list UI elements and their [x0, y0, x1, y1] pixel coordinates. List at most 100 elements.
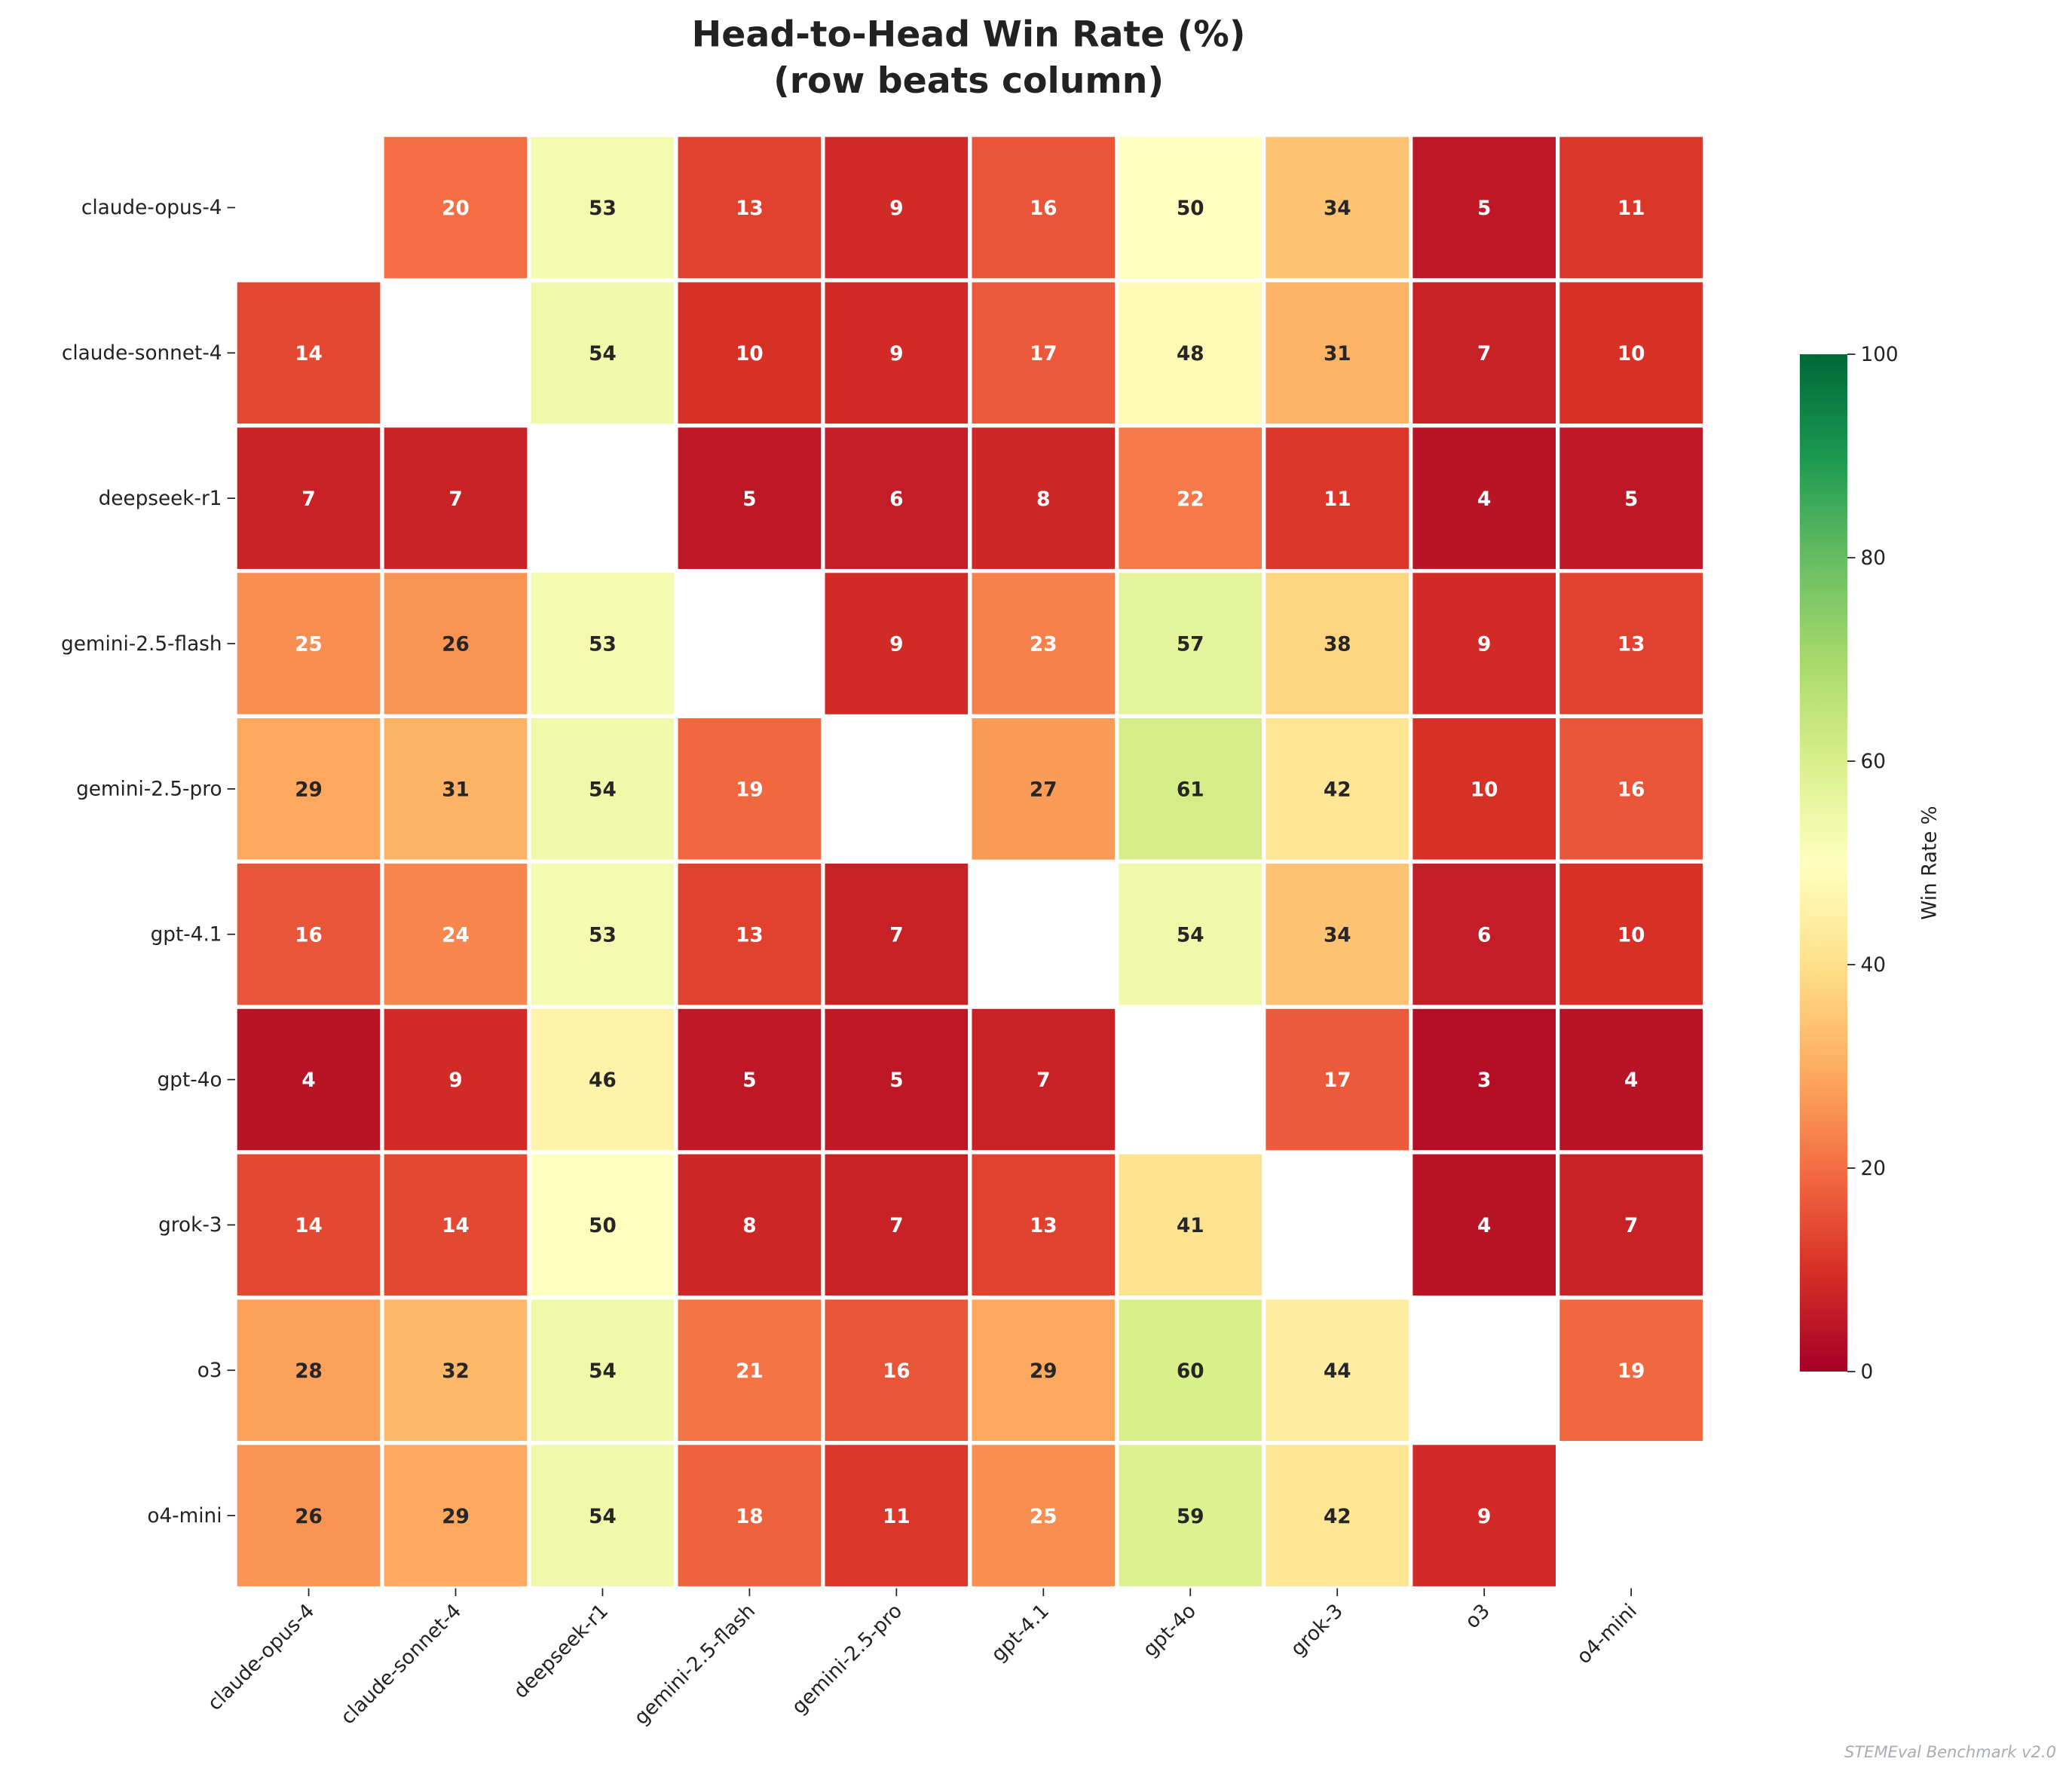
heatmap-cell: [821, 859, 972, 1009]
cell-value-label: 26: [295, 1506, 323, 1528]
cell-value-label: 42: [1324, 1506, 1351, 1528]
cell-value-label: 53: [589, 924, 617, 947]
cell-value-label: 7: [1036, 1069, 1050, 1092]
cell-value-label: 41: [1177, 1215, 1204, 1237]
cell-value-label: 13: [736, 197, 764, 220]
cell-value-label: 4: [301, 1069, 315, 1092]
heatmap-cell: [1556, 1295, 1707, 1445]
heatmap-cell: [233, 424, 384, 573]
cell-value-label: 28: [295, 1360, 323, 1383]
cell-value-label: 13: [736, 924, 764, 947]
heatmap-cell: [527, 568, 678, 719]
chart-subtitle: (row beats column): [773, 60, 1164, 102]
cell-value-label: 10: [736, 343, 764, 365]
heatmap-cell: [1262, 1441, 1413, 1591]
colorbar-gradient: [1799, 354, 1847, 1372]
cell-value-label: 4: [1624, 1069, 1638, 1092]
cell-value-label: 16: [1030, 197, 1057, 220]
heatmap-cell: [821, 1150, 972, 1300]
heatmap-cell: [1115, 1441, 1266, 1591]
heatmap-cell: [1409, 859, 1560, 1009]
colorbar-tick-label: 20: [1860, 1158, 1885, 1180]
cell-value-label: 19: [1618, 1360, 1645, 1383]
heatmap-cell: [1556, 568, 1707, 719]
cell-value-label: 59: [1177, 1506, 1204, 1528]
heatmap-cell: [233, 568, 384, 719]
row-tick-label: grok-3: [158, 1214, 222, 1237]
cell-value-label: 23: [1030, 634, 1057, 656]
column-tick-label: gpt-4.1: [987, 1600, 1054, 1666]
cell-value-label: 3: [1477, 1069, 1491, 1092]
cell-value-label: 46: [589, 1069, 617, 1092]
heatmap-cell: [821, 1295, 972, 1445]
cell-value-label: 29: [295, 779, 323, 802]
cell-value-label: 34: [1324, 197, 1351, 220]
cell-value-label: 4: [1477, 488, 1491, 511]
row-labels: claude-opus-4 claude-sonnet-4 deepseek-r1 g…: [61, 197, 236, 1528]
colorbar-tick-label: 80: [1860, 547, 1885, 570]
heatmap-cell: [1556, 714, 1707, 864]
cell-value-label: 38: [1324, 634, 1351, 656]
cell-value-label: 7: [301, 488, 315, 511]
cell-value-label: 9: [448, 1069, 462, 1092]
column-tick-label: deepseek-r1: [510, 1600, 613, 1703]
heatmap-cell: [968, 278, 1119, 428]
cell-value-label: 44: [1324, 1360, 1351, 1383]
cell-value-label: 16: [295, 924, 323, 947]
heatmap-cell: [1115, 1150, 1266, 1300]
column-tick-label: claude-opus-4: [204, 1600, 319, 1715]
column-tick-label: claude-sonnet-4: [337, 1600, 467, 1730]
cell-value-label: 6: [889, 488, 903, 511]
cell-value-label: 6: [1477, 924, 1491, 947]
heatmap-cell: [968, 1441, 1119, 1591]
heatmap-cell: [1556, 859, 1707, 1009]
cell-value-label: 21: [736, 1360, 764, 1383]
heatmap-cell: [1115, 133, 1266, 283]
chart-title: Head-to-Head Win Rate (%): [692, 14, 1246, 56]
colorbar-tick-label: 0: [1860, 1361, 1873, 1384]
cell-value-label: 8: [742, 1215, 756, 1237]
heatmap-cell: [968, 714, 1119, 864]
heatmap-cell: [1115, 1295, 1266, 1445]
cell-value-label: 29: [442, 1506, 470, 1528]
cell-value-label: 9: [1477, 1506, 1491, 1528]
heatmap-cell: [968, 424, 1119, 573]
heatmap-cell: [233, 1005, 384, 1155]
heatmap-cell: [674, 859, 825, 1009]
cell-value-label: 7: [1624, 1215, 1638, 1237]
heatmap-cell: [380, 859, 531, 1009]
heatmap-cell: [380, 1295, 531, 1445]
cell-value-label: 53: [589, 197, 617, 220]
cell-value-label: 61: [1177, 779, 1204, 802]
cell-value-label: 53: [589, 634, 617, 656]
cell-value-label: 5: [1624, 488, 1638, 511]
heatmap-cell: [674, 1295, 825, 1445]
cell-value-label: 60: [1177, 1360, 1204, 1383]
cell-value-label: 16: [1618, 779, 1645, 802]
footer-watermark: STEMEval Benchmark v2.0: [1844, 1742, 2056, 1761]
column-tick-label: grok-3: [1287, 1600, 1348, 1661]
cell-value-label: 5: [742, 488, 756, 511]
cell-value-label: 57: [1177, 634, 1204, 656]
heatmap-cell: [1556, 424, 1707, 573]
heatmap-cell: [968, 1295, 1119, 1445]
cell-value-label: 13: [1618, 634, 1645, 656]
cell-value-label: 18: [736, 1506, 764, 1528]
cell-value-label: 24: [442, 924, 470, 947]
cell-value-label: 13: [1030, 1215, 1057, 1237]
cell-value-label: 54: [589, 1360, 617, 1383]
heatmap-cell: [1115, 859, 1266, 1009]
cell-value-label: 5: [889, 1069, 903, 1092]
row-tick-label: gemini-2.5-pro: [76, 778, 222, 801]
cell-value-label: 14: [442, 1215, 470, 1237]
cell-value-label: 48: [1177, 343, 1204, 365]
heatmap-cell: [380, 1005, 531, 1155]
heatmap-cell: [527, 859, 678, 1009]
colorbar-tick-label: 60: [1860, 751, 1885, 773]
cell-value-label: 25: [295, 634, 323, 656]
heatmap-cell: [380, 424, 531, 573]
heatmap-cell: [233, 859, 384, 1009]
colorbar-tick-label: 40: [1860, 954, 1885, 977]
heatmap-cell: [1409, 278, 1560, 428]
